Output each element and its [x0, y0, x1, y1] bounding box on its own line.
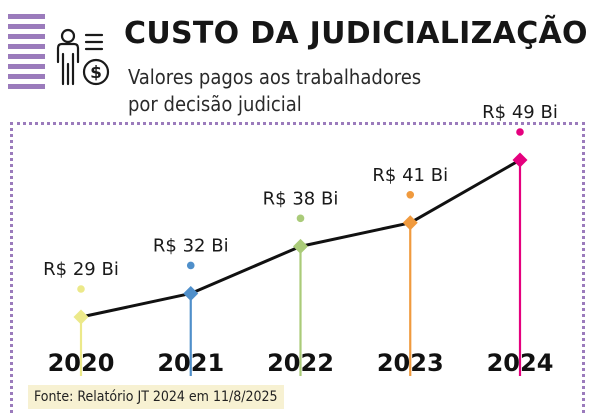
data-point-2020	[73, 309, 89, 325]
value-label-2022: R$ 38 Bi	[263, 188, 339, 209]
subtitle-line-1: Valores pagos aos trabalhadores	[128, 65, 422, 89]
stem-dot-2023	[406, 191, 415, 199]
subtitle-line-2: por decisão judicial	[128, 92, 302, 116]
source-note: Fonte: Relatório JT 2024 em 11/8/2025	[28, 385, 284, 409]
stem-dot-2022	[296, 214, 305, 223]
value-label-2024: R$ 49 Bi	[482, 102, 558, 123]
year-label-2020: 2020	[48, 349, 115, 377]
chart-frame	[10, 122, 585, 413]
stem-dot-2021	[186, 261, 195, 270]
data-point-2022	[293, 238, 308, 254]
year-label-2023: 2023	[377, 349, 444, 377]
svg-text:$: $	[90, 63, 102, 83]
chart-title: CUSTO DA JUDICIALIZAÇÃO	[124, 16, 588, 51]
stem-dot-2024	[516, 128, 524, 136]
value-label-2023: R$ 41 Bi	[372, 165, 448, 186]
data-point-2021	[183, 285, 199, 301]
person-money-icon: $	[56, 28, 110, 86]
year-label-2022: 2022	[267, 349, 334, 377]
decorative-stripes	[8, 14, 45, 94]
value-label-2021: R$ 32 Bi	[153, 235, 229, 256]
value-label-2020: R$ 29 Bi	[43, 259, 119, 280]
year-label-2021: 2021	[157, 349, 224, 377]
chart-subtitle: Valores pagos aos trabalhadores por deci…	[128, 64, 458, 118]
year-label-2024: 2024	[487, 349, 554, 377]
stem-dot-2020	[77, 285, 85, 293]
data-point-2023	[402, 215, 418, 231]
data-point-2024	[512, 152, 528, 168]
